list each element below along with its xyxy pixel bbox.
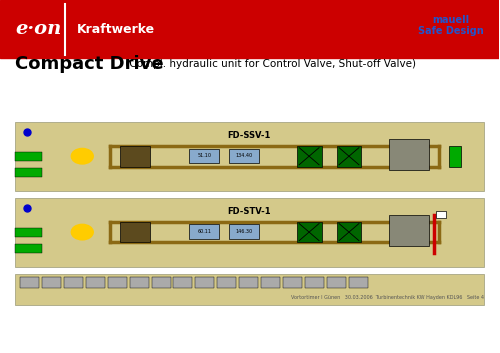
Text: 134.40: 134.40 <box>236 153 253 158</box>
Bar <box>15 244 42 253</box>
Bar <box>230 149 260 163</box>
Bar <box>15 228 42 237</box>
Bar <box>0 0 498 58</box>
Bar <box>15 152 42 161</box>
Bar <box>190 225 220 239</box>
Circle shape <box>72 148 93 164</box>
Bar <box>174 277 193 288</box>
Bar <box>218 277 236 288</box>
Bar <box>389 139 429 170</box>
Bar <box>190 149 220 163</box>
Bar <box>240 277 258 288</box>
Bar <box>389 215 429 246</box>
Bar <box>261 277 280 288</box>
Bar <box>436 211 446 218</box>
Bar <box>15 122 484 191</box>
Bar <box>296 146 322 167</box>
Bar <box>120 146 150 167</box>
Text: Kraftwerke: Kraftwerke <box>78 23 156 36</box>
Bar <box>336 222 361 243</box>
Text: mauell
Safe Design: mauell Safe Design <box>418 15 484 36</box>
Bar <box>64 277 83 288</box>
Bar <box>296 222 322 243</box>
Bar <box>108 277 126 288</box>
Bar <box>42 277 61 288</box>
Bar <box>196 277 214 288</box>
Bar <box>349 277 368 288</box>
Bar <box>327 277 346 288</box>
Bar <box>86 277 104 288</box>
Bar <box>230 225 260 239</box>
Bar <box>120 222 150 243</box>
Bar <box>20 277 39 288</box>
Text: FD-SSV-1: FD-SSV-1 <box>228 131 271 139</box>
Circle shape <box>72 225 93 240</box>
Text: Vortortimer I Günen   30.03.2006  Turbinentechnik KW Hayden KDL96   Seite 4: Vortortimer I Günen 30.03.2006 Turbinent… <box>290 295 484 300</box>
Text: 51.10: 51.10 <box>198 153 211 158</box>
Text: 146.30: 146.30 <box>236 229 253 234</box>
Text: FD-STV-1: FD-STV-1 <box>228 207 271 215</box>
Bar <box>130 277 148 288</box>
Bar <box>15 198 484 267</box>
Text: 60.11: 60.11 <box>198 229 211 234</box>
Bar <box>283 277 302 288</box>
Text: (Compl. hydraulic unit for Control Valve, Shut-off Valve): (Compl. hydraulic unit for Control Valve… <box>122 59 416 68</box>
Bar <box>448 146 461 167</box>
Text: e·on: e·on <box>15 20 61 38</box>
Bar <box>336 146 361 167</box>
Bar <box>15 274 484 305</box>
Bar <box>15 168 42 177</box>
Bar <box>305 277 324 288</box>
Text: Compact Drive: Compact Drive <box>15 55 164 72</box>
Bar <box>152 277 171 288</box>
